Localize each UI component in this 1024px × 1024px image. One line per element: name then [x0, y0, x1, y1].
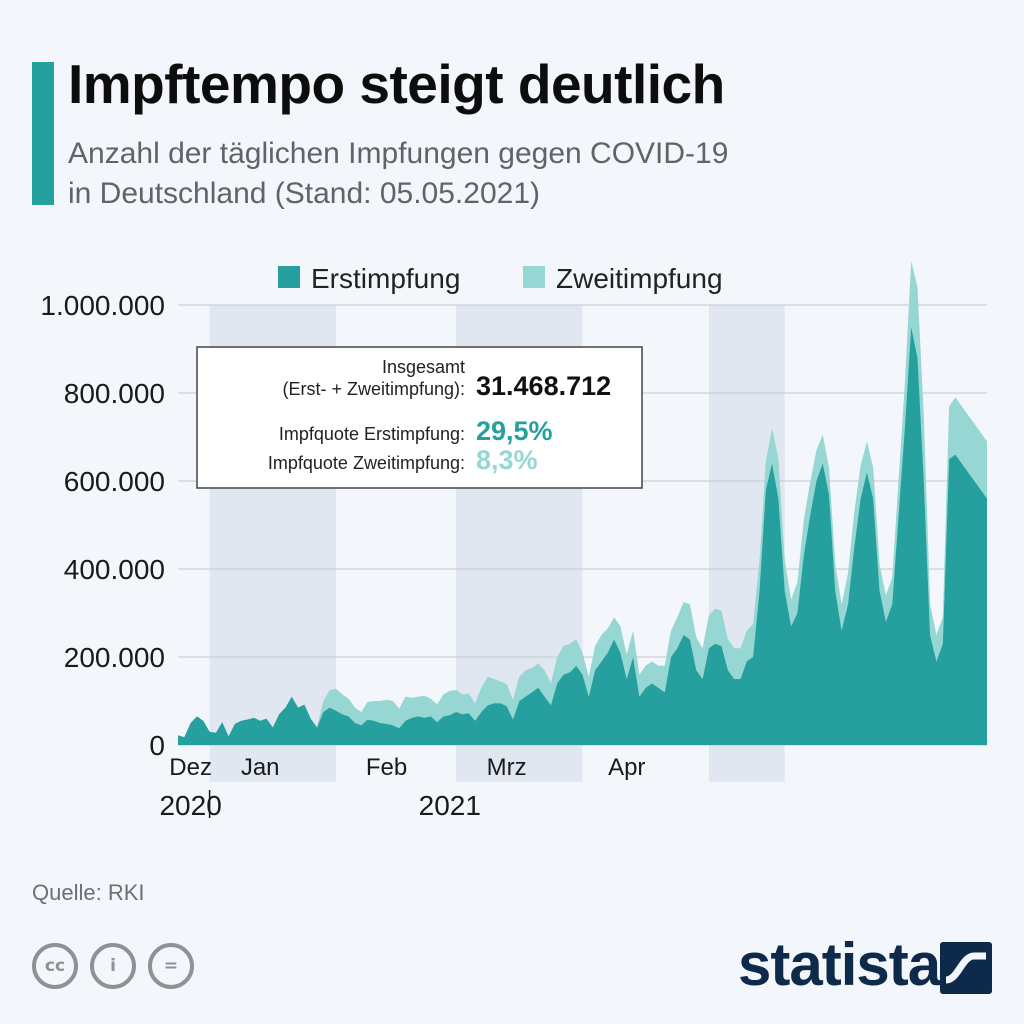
title-accent-bar — [32, 62, 54, 205]
infobox-total-value: 31.468.712 — [476, 371, 611, 401]
infobox-erst-value: 29,5% — [476, 416, 553, 446]
x-month-label: Dez — [169, 754, 212, 781]
infobox-total-label-2: (Erst- + Zweitimpfung): — [282, 379, 465, 399]
area-erstimpfung — [178, 327, 987, 745]
statista-logo-icon[interactable] — [940, 942, 992, 994]
stacked-areas — [178, 261, 987, 745]
x-month-label: Apr — [608, 754, 645, 781]
x-month-label: Jan — [241, 754, 280, 781]
x-year-label: 2021 — [419, 790, 481, 821]
x-month-label: Mrz — [487, 754, 527, 781]
infobox-zweit-value: 8,3% — [476, 445, 538, 475]
person-icon[interactable]: i — [90, 943, 136, 989]
cc-icon[interactable]: cc — [32, 943, 78, 989]
x-month-label: Feb — [366, 754, 407, 781]
subtitle-line-2: in Deutschland (Stand: 05.05.2021) — [68, 177, 540, 210]
summary-infobox: Insgesamt (Erst- + Zweitimpfung): 31.468… — [196, 346, 643, 489]
legend-swatch-zweitimpfung — [523, 266, 545, 288]
y-axis: 0 200.000 400.000 600.000 800.000 1.000.000 — [40, 290, 165, 761]
page-title: Impftempo steigt deutlich — [68, 53, 725, 115]
infobox-zweit-label: Impfquote Zweitimpfung: — [268, 453, 465, 473]
subtitle: Anzahl der täglichen Impfungen gegen COV… — [68, 134, 968, 214]
y-tick-label: 200.000 — [64, 642, 165, 673]
y-tick-label: 800.000 — [64, 378, 165, 409]
y-tick-label: 600.000 — [64, 466, 165, 497]
equals-icon[interactable]: = — [148, 943, 194, 989]
legend-swatch-erstimpfung — [278, 266, 300, 288]
subtitle-line-1: Anzahl der täglichen Impfungen gegen COV… — [68, 137, 729, 170]
y-tick-label: 1.000.000 — [40, 290, 165, 321]
y-tick-label: 400.000 — [64, 554, 165, 585]
infobox-erst-label: Impfquote Erstimpfung: — [279, 424, 465, 444]
legend-label-zweitimpfung: Zweitimpfung — [556, 263, 723, 294]
source-note: Quelle: RKI — [32, 880, 145, 905]
infobox-frame — [196, 346, 643, 489]
infobox-total-label-1: Insgesamt — [382, 357, 465, 377]
y-tick-label: 0 — [149, 730, 165, 761]
x-axis: Dez Jan Feb Mrz Apr 2020 2021 — [159, 754, 645, 821]
x-year-label: 2020 — [159, 790, 221, 821]
legend-label-erstimpfung: Erstimpfung — [311, 263, 460, 294]
legend: Erstimpfung Zweitimpfung — [278, 263, 723, 294]
statista-logo-text[interactable]: statista — [738, 931, 941, 998]
license-icons: cc i = — [32, 943, 194, 989]
